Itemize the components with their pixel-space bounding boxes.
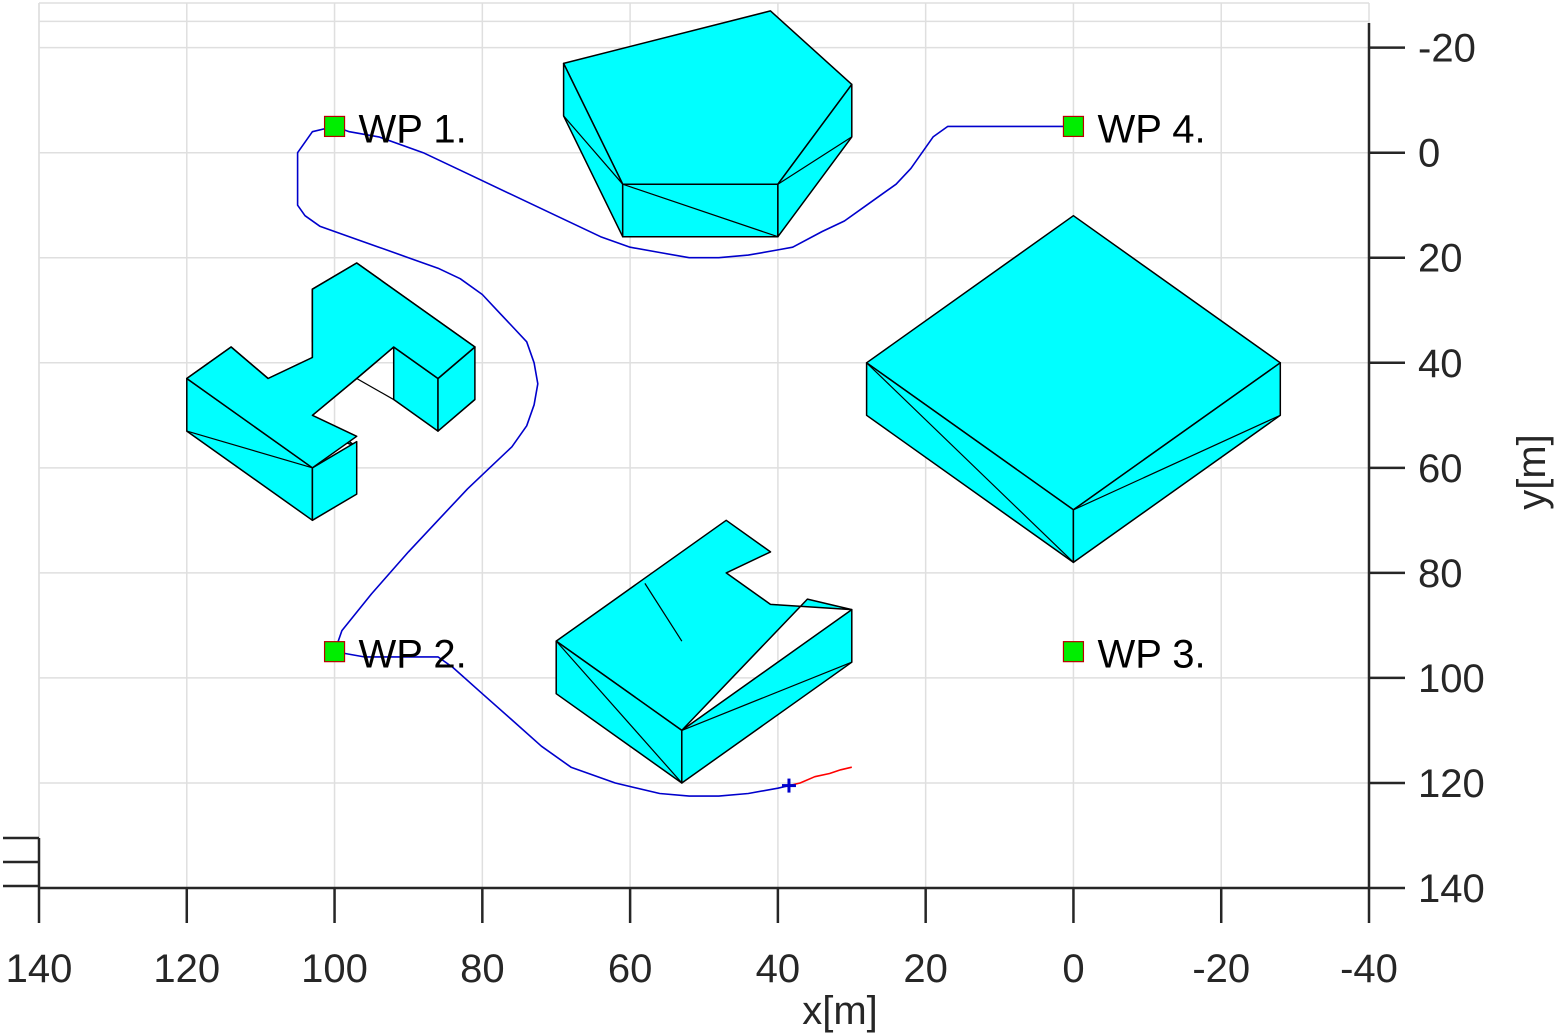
obstacle-edge <box>555 640 683 784</box>
waypoint-label: WP 1. <box>359 107 467 151</box>
obstacle-top <box>186 262 476 469</box>
x-tick-label: 20 <box>903 947 948 991</box>
x-tick-label: -40 <box>1340 947 1398 991</box>
h-building-bottom <box>555 519 853 784</box>
waypoint-label: WP 3. <box>1097 633 1205 677</box>
waypoint-label: WP 2. <box>359 633 467 677</box>
waypoint-marker <box>1062 641 1085 663</box>
x-axis-title: x[m] <box>802 989 878 1033</box>
y-axis-title: y[m] <box>1510 434 1554 510</box>
path-ahead-line <box>788 766 852 787</box>
pentagon-building <box>562 10 853 238</box>
obstacle-face <box>865 214 1282 511</box>
obstacle-edge <box>1073 414 1281 511</box>
x-tick-label: 0 <box>1062 947 1084 991</box>
x-tick-label: 100 <box>301 947 368 991</box>
x-tick-label: 140 <box>6 947 73 991</box>
obstacle-edge <box>437 399 476 432</box>
waypoint-label: WP 4. <box>1097 107 1205 151</box>
waypoint-marker <box>323 115 346 138</box>
axes: 140 120 100 80 60 40 20 0 -20 -40 -20 0 20 40 60 80 100 1… <box>3 2 1485 991</box>
obstacle-edge <box>356 378 394 401</box>
obstacle-face <box>311 440 358 522</box>
obstacle-edge <box>563 115 624 185</box>
y-tick-label: 80 <box>1418 552 1463 596</box>
x-tick-label: 120 <box>153 947 220 991</box>
y-tick-label: 20 <box>1418 237 1463 281</box>
waypoint-marker <box>1062 115 1085 138</box>
y-tick-label: 60 <box>1418 447 1463 491</box>
h-building-left <box>186 262 476 522</box>
y-tick-label: 0 <box>1418 132 1440 176</box>
y-tick-label: 120 <box>1418 762 1485 806</box>
obstacle-edge <box>622 183 779 238</box>
obstacle-edge <box>866 362 1074 563</box>
obstacle-edge <box>186 430 313 469</box>
obstacle-edge <box>644 583 683 642</box>
waypoint-marker <box>323 641 346 663</box>
path-flown-line <box>296 125 1074 797</box>
square-building <box>865 214 1282 564</box>
obstacle-face <box>555 519 853 732</box>
obstacle-edge <box>681 661 853 731</box>
x-tick-label: -20 <box>1192 947 1250 991</box>
x-tick-label: 60 <box>608 947 653 991</box>
y-tick-label: 100 <box>1418 657 1485 701</box>
y-tick-label: 140 <box>1418 867 1485 911</box>
x-tick-label: 40 <box>756 947 801 991</box>
paths <box>296 125 1074 797</box>
waypoints: WP 1. WP 2. WP 3. WP 4. <box>323 107 1206 677</box>
obstacle-edge <box>777 136 853 185</box>
y-tick-label: 40 <box>1418 342 1463 386</box>
obstacles <box>186 10 1282 784</box>
y-tick-label: -20 <box>1418 27 1476 71</box>
x-tick-label: 80 <box>460 947 505 991</box>
